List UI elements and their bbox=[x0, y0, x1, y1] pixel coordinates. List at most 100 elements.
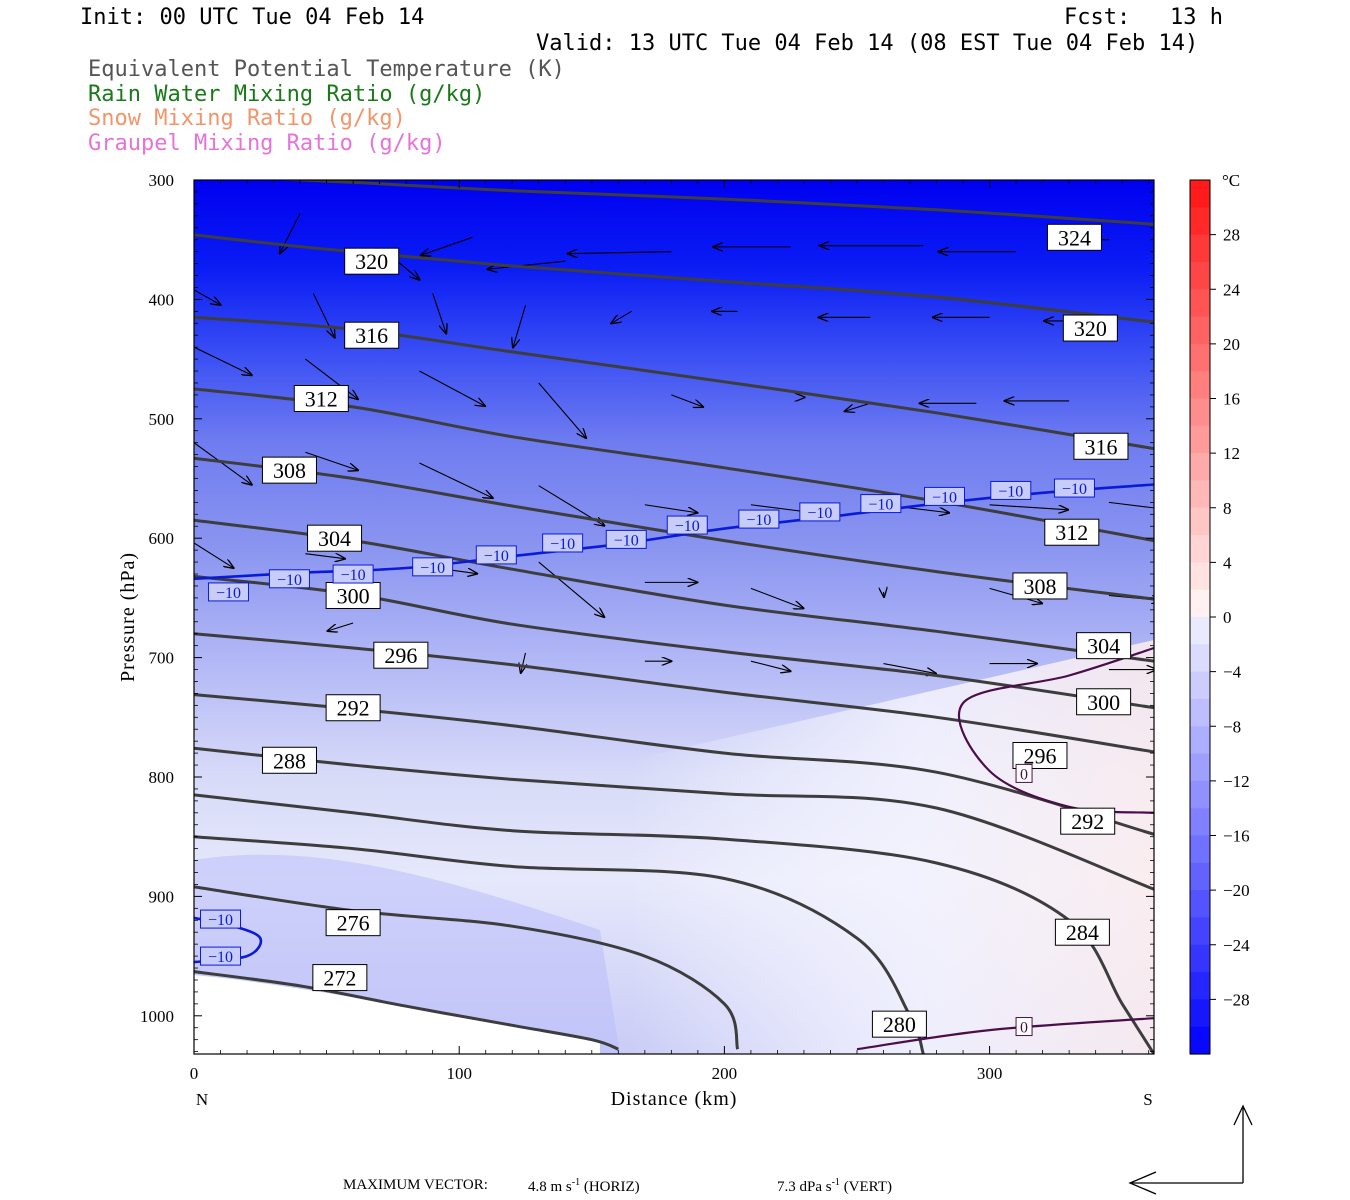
colorbar-tick-label: 28 bbox=[1223, 226, 1240, 245]
colorbar-band bbox=[1190, 261, 1210, 290]
y-tick-label: 400 bbox=[149, 290, 175, 309]
colorbar-unit: °C bbox=[1222, 171, 1240, 190]
svg-text:−10: −10 bbox=[208, 912, 233, 929]
wind-vector bbox=[419, 462, 492, 498]
wind-vector bbox=[644, 504, 698, 513]
svg-text:−10: −10 bbox=[614, 532, 639, 549]
theta-e-label: 308 bbox=[1012, 572, 1068, 600]
legend-snow: Snow Mixing Ratio (g/kg) bbox=[88, 106, 406, 131]
wind-vector bbox=[421, 236, 473, 255]
colorbar-band bbox=[1190, 862, 1210, 891]
svg-text:−10: −10 bbox=[484, 548, 509, 565]
svg-text:−10: −10 bbox=[208, 949, 233, 966]
temperature-label: −10 bbox=[666, 515, 708, 535]
wind-vector bbox=[419, 370, 485, 406]
colorbar-tick-label: −24 bbox=[1223, 936, 1250, 955]
colorbar-band bbox=[1190, 507, 1210, 536]
svg-text:−10: −10 bbox=[420, 560, 445, 577]
svg-text:284: 284 bbox=[1066, 920, 1099, 945]
colorbar-band bbox=[1190, 562, 1210, 591]
theta-e-label: 276 bbox=[325, 909, 381, 937]
temperature-label: −10 bbox=[475, 545, 517, 565]
colorbar-tick-label: 8 bbox=[1223, 499, 1232, 518]
theta-e-label: 316 bbox=[1073, 432, 1129, 460]
colorbar-band bbox=[1190, 944, 1210, 973]
legend-theta-e: Equivalent Potential Temperature (K) bbox=[88, 57, 565, 82]
svg-text:300: 300 bbox=[337, 584, 370, 609]
colorbar-tick-label: 4 bbox=[1223, 553, 1232, 572]
theta-e-contour bbox=[194, 970, 619, 1051]
wind-vector bbox=[521, 652, 526, 673]
colorbar: 28 24 20 16 12 8 4 0 −4 −8 −12 −16 −20 −24 −28 °C bbox=[1189, 171, 1250, 1055]
y-tick-label: 1000 bbox=[140, 1007, 174, 1026]
svg-text:312: 312 bbox=[305, 387, 338, 412]
svg-text:300: 300 bbox=[1087, 690, 1120, 715]
valid-header: Valid: 13 UTC Tue 04 Feb 14 (08 EST Tue … bbox=[536, 31, 1199, 56]
x-tick-label: 100 bbox=[446, 1064, 472, 1083]
svg-text:−10: −10 bbox=[341, 567, 366, 584]
wind-vector bbox=[884, 592, 885, 597]
colorbar-tick-label: −4 bbox=[1223, 663, 1242, 682]
svg-text:0: 0 bbox=[1020, 766, 1028, 783]
colorbar-band bbox=[1190, 316, 1210, 345]
temperature-label: −10 bbox=[990, 480, 1032, 500]
svg-text:−10: −10 bbox=[998, 483, 1023, 500]
temperature-label: −10 bbox=[332, 564, 374, 584]
colorbar-tick-label: −16 bbox=[1223, 827, 1250, 846]
colorbar-tick-label: −28 bbox=[1223, 990, 1250, 1009]
wind-vector bbox=[305, 554, 345, 559]
wind-vector bbox=[845, 402, 871, 411]
theta-e-label: 296 bbox=[373, 641, 429, 669]
svg-text:324: 324 bbox=[1058, 225, 1091, 250]
colorbar-band bbox=[1190, 917, 1210, 946]
wind-vector bbox=[194, 611, 195, 612]
colorbar-band bbox=[1190, 480, 1210, 509]
theta-e-label: 300 bbox=[325, 582, 381, 610]
theta-e-label: 292 bbox=[325, 694, 381, 722]
y-tick-label: 900 bbox=[149, 887, 175, 906]
max-vector-label: MAXIMUM VECTOR: bbox=[343, 1177, 488, 1193]
temperature-label: 0 bbox=[1015, 1017, 1033, 1037]
wind-vector bbox=[194, 442, 252, 485]
colorbar-tick-label: 16 bbox=[1223, 390, 1240, 409]
max-vector-vert: 7.3 dPa s-1 (VERT) bbox=[777, 1177, 892, 1195]
colorbar-band bbox=[1190, 207, 1210, 236]
wind-vector bbox=[305, 451, 358, 470]
axes: 300 400 500 600 700 800 900 1000 0 100 200 300 N S Dis… bbox=[117, 171, 1154, 1110]
colorbar-band bbox=[1190, 371, 1210, 400]
wind-vector bbox=[194, 542, 234, 568]
wind-vector bbox=[611, 310, 632, 323]
contour-labels: 324 320 320 316 316 312 312 308 308 304 304 300 300 2… bbox=[200, 223, 1132, 1038]
wind-vector bbox=[513, 305, 527, 347]
colorbar-tick-label: 24 bbox=[1223, 280, 1241, 299]
temperature-label: −10 bbox=[923, 486, 965, 506]
colorbar-tick-label: 12 bbox=[1223, 444, 1240, 463]
colorbar-band bbox=[1190, 890, 1210, 919]
theta-e-label: 272 bbox=[312, 964, 368, 992]
colorbar-band bbox=[1190, 589, 1210, 618]
svg-text:−10: −10 bbox=[868, 497, 893, 514]
wind-vector bbox=[312, 293, 334, 337]
colorbar-band bbox=[1190, 671, 1210, 700]
wind-vector bbox=[538, 561, 605, 617]
wind-vector bbox=[750, 660, 791, 671]
wind-vector bbox=[671, 394, 703, 407]
svg-text:288: 288 bbox=[273, 748, 306, 773]
temperature-label: −10 bbox=[605, 529, 647, 549]
colorbar-band bbox=[1190, 398, 1210, 427]
temperature-label: −10 bbox=[200, 909, 242, 929]
init-header: Init: 00 UTC Tue 04 Feb 14 bbox=[80, 5, 425, 30]
colorbar-band bbox=[1190, 972, 1210, 1000]
theta-e-contour bbox=[194, 885, 740, 1050]
colorbar-tick-label: −12 bbox=[1223, 772, 1250, 791]
svg-text:304: 304 bbox=[1087, 634, 1120, 659]
theta-e-label: 288 bbox=[261, 746, 317, 774]
temperature-label: −10 bbox=[860, 494, 902, 514]
y-tick-label: 800 bbox=[149, 768, 175, 787]
svg-text:−10: −10 bbox=[932, 489, 957, 506]
y-tick-label: 700 bbox=[149, 649, 175, 668]
wind-vector bbox=[538, 382, 586, 438]
svg-text:296: 296 bbox=[384, 643, 417, 668]
legend-graupel: Graupel Mixing Ratio (g/kg) bbox=[88, 131, 446, 156]
svg-text:−10: −10 bbox=[675, 518, 700, 535]
